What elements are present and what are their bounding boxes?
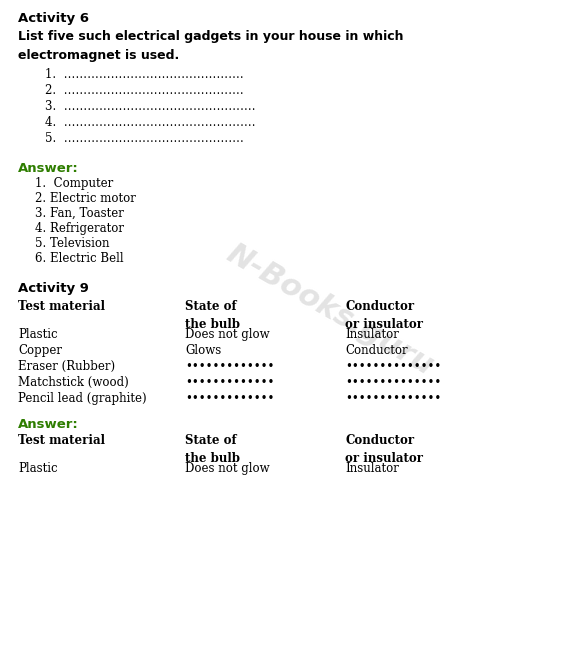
Text: Activity 9: Activity 9 <box>18 282 89 295</box>
Text: Matchstick (wood): Matchstick (wood) <box>18 376 129 389</box>
Text: 6. Electric Bell: 6. Electric Bell <box>35 252 124 265</box>
Text: •••••••••••••: ••••••••••••• <box>185 360 274 373</box>
Text: State of
the bulb: State of the bulb <box>185 300 240 331</box>
Text: Plastic: Plastic <box>18 462 58 475</box>
Text: ••••••••••••••: •••••••••••••• <box>345 392 441 405</box>
Text: 5.  ……………………………………….: 5. ………………………………………. <box>45 132 244 145</box>
Text: 1.  Computer: 1. Computer <box>35 177 113 190</box>
Text: 2. Electric motor: 2. Electric motor <box>35 192 136 205</box>
Text: Pencil lead (graphite): Pencil lead (graphite) <box>18 392 146 405</box>
Text: Conductor: Conductor <box>345 344 408 357</box>
Text: Test material: Test material <box>18 300 105 313</box>
Text: Conductor
or insulator: Conductor or insulator <box>345 300 423 331</box>
Text: Insulator: Insulator <box>345 328 399 341</box>
Text: Insulator: Insulator <box>345 462 399 475</box>
Text: Does not glow: Does not glow <box>185 462 270 475</box>
Text: Eraser (Rubber): Eraser (Rubber) <box>18 360 115 373</box>
Text: 4. Refrigerator: 4. Refrigerator <box>35 222 124 235</box>
Text: Test material: Test material <box>18 434 105 447</box>
Text: 5. Television: 5. Television <box>35 237 109 250</box>
Text: N-Books.guru: N-Books.guru <box>222 239 438 381</box>
Text: Does not glow: Does not glow <box>185 328 270 341</box>
Text: •••••••••••••: ••••••••••••• <box>185 392 274 405</box>
Text: Glows: Glows <box>185 344 221 357</box>
Text: Answer:: Answer: <box>18 418 79 431</box>
Text: Activity 6: Activity 6 <box>18 12 89 25</box>
Text: State of
the bulb: State of the bulb <box>185 434 240 465</box>
Text: 4.  ………………………………………….: 4. …………………………………………. <box>45 116 255 129</box>
Text: ••••••••••••••: •••••••••••••• <box>345 376 441 389</box>
Text: Answer:: Answer: <box>18 162 79 175</box>
Text: List five such electrical gadgets in your house in which
electromagnet is used.: List five such electrical gadgets in you… <box>18 30 404 62</box>
Text: Copper: Copper <box>18 344 62 357</box>
Text: 2.  ……………………………………….: 2. ………………………………………. <box>45 84 243 97</box>
Text: 1.  ……………………………………….: 1. ………………………………………. <box>45 68 243 81</box>
Text: Conductor
or insulator: Conductor or insulator <box>345 434 423 465</box>
Text: •••••••••••••: ••••••••••••• <box>185 376 274 389</box>
Text: Plastic: Plastic <box>18 328 58 341</box>
Text: 3. Fan, Toaster: 3. Fan, Toaster <box>35 207 124 220</box>
Text: 3.  ………………………………………….: 3. …………………………………………. <box>45 100 255 113</box>
Text: ••••••••••••••: •••••••••••••• <box>345 360 441 373</box>
